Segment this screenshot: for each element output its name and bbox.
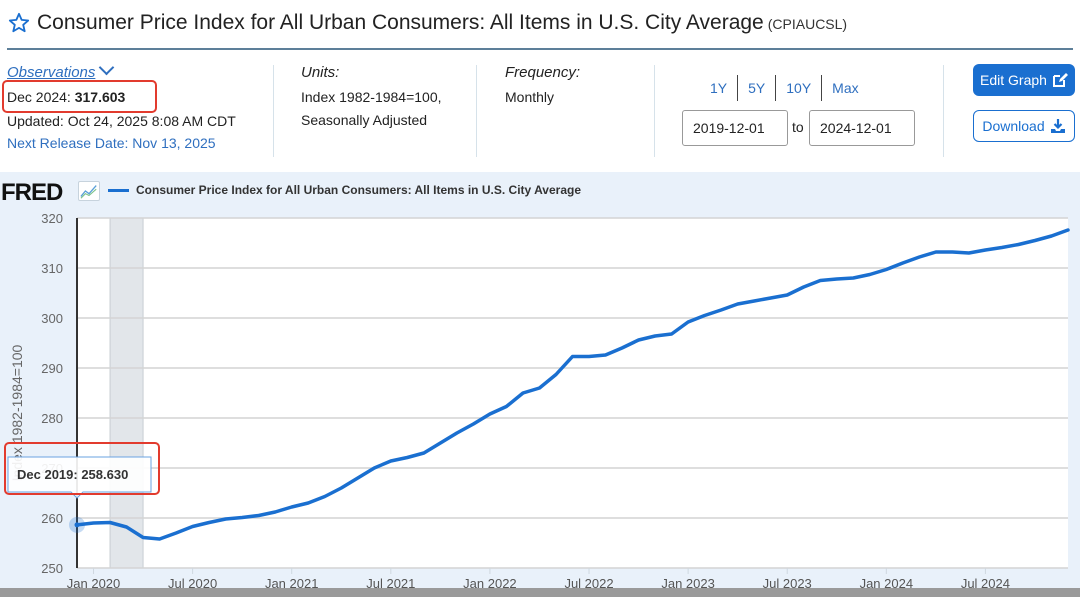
latest-observation: Dec 2024: 317.603 [7, 89, 125, 105]
x-tick-label: Jul 2021 [366, 576, 415, 591]
y-tick-label: 290 [41, 361, 63, 376]
observations-dropdown[interactable]: Observations [7, 59, 115, 81]
legend-label: Consumer Price Index for All Urban Consu… [136, 183, 581, 197]
download-icon [1050, 119, 1065, 133]
units-line-1: Index 1982-1984=100, [301, 89, 442, 105]
to-label: to [792, 119, 804, 135]
x-tick-label: Jan 2022 [463, 576, 517, 591]
series-code: (CPIAUCSL) [767, 16, 848, 32]
next-release-link[interactable]: Next Release Date: Nov 13, 2025 [7, 135, 216, 151]
edit-graph-button[interactable]: Edit Graph [973, 64, 1075, 96]
page-title: Consumer Price Index for All Urban Consu… [37, 11, 847, 35]
units-line-2: Seasonally Adjusted [301, 112, 428, 128]
separator [821, 75, 823, 101]
fred-graph-icon [78, 181, 100, 201]
divider [273, 65, 274, 157]
range-1y[interactable]: 1Y [710, 80, 728, 96]
x-tick-label: Jul 2024 [961, 576, 1010, 591]
edit-icon [1052, 73, 1068, 87]
start-date-input[interactable]: 2019-12-01 [682, 110, 788, 146]
observations-label: Observations [7, 64, 96, 81]
window-bottom-edge [0, 588, 1080, 597]
y-tick-label: 310 [41, 261, 63, 276]
x-tick-label: Jan 2024 [860, 576, 914, 591]
edit-graph-label: Edit Graph [980, 72, 1047, 88]
series-title: Consumer Price Index for All Urban Consu… [37, 11, 764, 34]
y-tick-label: 300 [41, 311, 63, 326]
updated-timestamp: Updated: Oct 24, 2025 8:08 AM CDT [7, 113, 236, 129]
hover-point [74, 522, 80, 528]
legend-swatch [108, 188, 129, 192]
y-tick-label: 250 [41, 561, 63, 576]
divider [476, 65, 477, 157]
y-axis-label: Index 1982-1984=100 [9, 344, 25, 481]
tooltip-text: Dec 2019: 258.630 [17, 467, 128, 482]
range-max[interactable]: Max [832, 80, 859, 96]
series-title-bar: Consumer Price Index for All Urban Consu… [0, 0, 1080, 50]
y-tick-label: 320 [41, 211, 63, 226]
frequency-label: Frequency: [505, 64, 581, 81]
end-date-input[interactable]: 2024-12-01 [809, 110, 915, 146]
separator [775, 75, 777, 101]
series-line-cpi [75, 228, 1070, 541]
x-tick-label: Jan 2023 [661, 576, 715, 591]
range-10y[interactable]: 10Y [786, 80, 812, 96]
range-presets: 1Y 5Y 10Y Max [700, 75, 869, 101]
latest-observation-date: Dec 2024: [7, 89, 71, 105]
y-tick-label: 280 [41, 411, 63, 426]
title-divider [7, 48, 1073, 50]
download-label: Download [982, 118, 1045, 134]
chevron-down-icon [99, 59, 115, 76]
recession-shading [109, 217, 144, 569]
fred-logo: FRED [1, 179, 63, 206]
star-outline-icon[interactable] [8, 12, 30, 34]
divider [943, 65, 944, 157]
divider [654, 65, 655, 157]
frequency-value: Monthly [505, 89, 555, 105]
x-tick-label: Jul 2020 [168, 576, 217, 591]
download-button[interactable]: Download [973, 110, 1075, 142]
y-tick-label: 260 [41, 511, 63, 526]
range-5y[interactable]: 5Y [748, 80, 766, 96]
x-tick-label: Jul 2022 [564, 576, 613, 591]
x-tick-label: Jan 2020 [67, 576, 121, 591]
separator [737, 75, 739, 101]
chart-legend: Consumer Price Index for All Urban Consu… [108, 183, 581, 197]
latest-observation-value: 317.603 [74, 89, 126, 105]
units-label: Units: [301, 64, 340, 81]
x-tick-label: Jul 2023 [763, 576, 812, 591]
x-tick-label: Jan 2021 [265, 576, 319, 591]
tooltip-box [7, 456, 152, 499]
plot-background [77, 218, 1068, 568]
